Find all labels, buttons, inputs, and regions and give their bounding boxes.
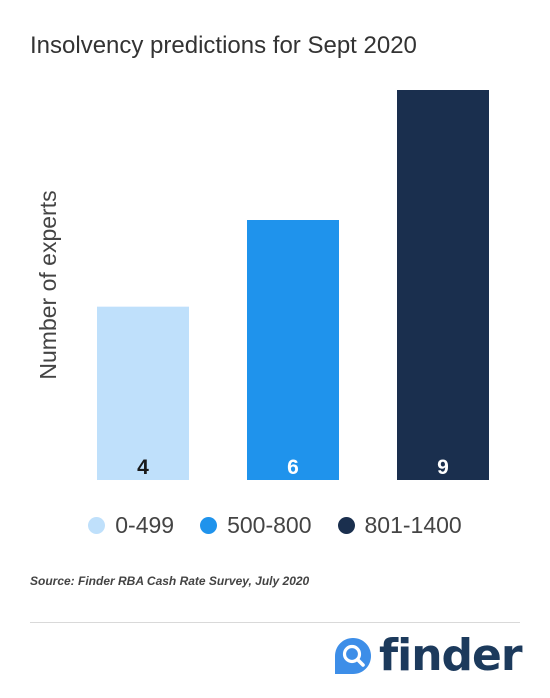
legend-item: 0-499 — [88, 512, 174, 539]
chart-title: Insolvency predictions for Sept 2020 — [30, 32, 417, 59]
legend-label: 801-1400 — [364, 512, 462, 538]
legend-swatch-801-1400 — [337, 517, 355, 534]
bar-801-1400 — [397, 90, 489, 480]
legend-label: 500-800 — [227, 512, 312, 538]
data-label-801-1400: 9 — [437, 456, 449, 479]
bar-500-800 — [247, 220, 339, 480]
legend: 0-499 500-800 801-1400 — [0, 512, 550, 539]
legend-item: 500-800 — [200, 512, 312, 539]
legend-label: 0-499 — [115, 512, 175, 538]
divider — [30, 622, 520, 623]
bar-0-499 — [97, 306, 189, 480]
source-note: Source: Finder RBA Cash Rate Survey, Jul… — [30, 574, 310, 588]
data-label-0-499: 4 — [137, 456, 149, 479]
logo-wordmark: finder — [379, 630, 523, 681]
data-label-500-800: 6 — [287, 456, 299, 479]
search-magnifier-icon — [335, 638, 371, 674]
legend-item: 801-1400 — [337, 512, 462, 539]
finder-logo: finder — [333, 630, 523, 681]
legend-swatch-0-499 — [88, 517, 106, 534]
y-axis-label: Number of experts — [35, 190, 61, 379]
legend-swatch-500-800 — [200, 517, 218, 534]
bar-chart: Number of experts 4 6 9 — [35, 90, 489, 480]
bars-group: 4 6 9 — [97, 90, 489, 480]
